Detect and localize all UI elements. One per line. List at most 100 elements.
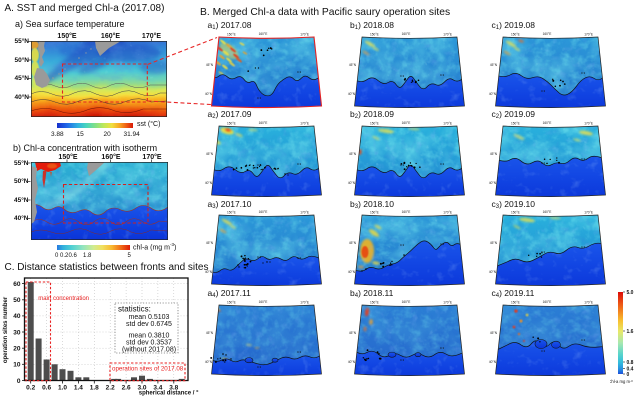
svg-text:160°E: 160°E — [401, 121, 410, 125]
svg-text:40°N: 40°N — [347, 181, 355, 185]
svg-text:150°E: 150°E — [370, 32, 379, 36]
svg-text:statistics:: statistics: — [118, 305, 151, 314]
svg-text:1.0: 1.0 — [58, 385, 67, 392]
svg-text:60: 60 — [13, 281, 21, 288]
svg-text:operation sites number: operation sites number — [3, 296, 9, 363]
svg-text:40°N: 40°N — [489, 92, 497, 96]
svg-text:40°N: 40°N — [347, 360, 355, 364]
svg-text:0.3: 0.3 — [297, 70, 302, 74]
svg-text:1.8: 1.8 — [90, 385, 99, 392]
svg-text:45°N: 45°N — [206, 152, 214, 156]
svg-text:0.3: 0.3 — [581, 338, 586, 342]
svg-text:0.3: 0.3 — [581, 157, 586, 161]
svg-text:170°E: 170°E — [443, 300, 452, 304]
svg-text:45°N: 45°N — [490, 63, 498, 67]
svg-text:0.6: 0.6 — [42, 385, 51, 392]
svg-text:40: 40 — [13, 313, 21, 320]
svg-text:150°E: 150°E — [227, 211, 236, 215]
svg-text:160°E: 160°E — [401, 300, 410, 304]
svg-text:std dev 0.6745: std dev 0.6745 — [126, 321, 172, 328]
svg-text:std dev 0.3537: std dev 0.3537 — [126, 340, 172, 347]
svg-text:150°E: 150°E — [370, 121, 379, 125]
svg-text:0.3: 0.3 — [440, 242, 445, 246]
svg-text:mean 0.5103: mean 0.5103 — [129, 314, 170, 321]
svg-text:150°E: 150°E — [511, 211, 520, 215]
svg-text:Chl-a mg m-3: Chl-a mg m-3 — [610, 379, 633, 384]
svg-text:45°N: 45°N — [490, 331, 498, 335]
svg-text:0.3: 0.3 — [257, 96, 262, 100]
svg-text:0: 0 — [17, 378, 21, 385]
svg-text:0.3: 0.3 — [400, 163, 405, 167]
svg-text:170°E: 170°E — [300, 32, 309, 36]
svg-text:(without 2017.08): (without 2017.08) — [122, 347, 176, 354]
svg-text:150°E: 150°E — [511, 300, 520, 304]
svg-text:160°E: 160°E — [543, 32, 552, 36]
svg-text:160°E: 160°E — [401, 32, 410, 36]
svg-text:160°E: 160°E — [543, 300, 552, 304]
svg-text:1.6: 1.6 — [627, 329, 634, 335]
svg-text:150°E: 150°E — [227, 32, 236, 36]
svg-text:main concentration: main concentration — [38, 296, 89, 302]
svg-text:3.8: 3.8 — [169, 385, 178, 392]
svg-text:45°N: 45°N — [206, 331, 214, 335]
svg-text:40°N: 40°N — [347, 92, 355, 96]
svg-text:0.3: 0.3 — [257, 365, 262, 369]
svg-text:1.4: 1.4 — [74, 385, 83, 392]
svg-text:160°E: 160°E — [543, 210, 552, 214]
svg-text:0.3: 0.3 — [581, 71, 586, 75]
svg-text:2.6: 2.6 — [122, 385, 131, 392]
svg-text:0.3: 0.3 — [541, 161, 546, 165]
svg-text:40°N: 40°N — [489, 181, 497, 185]
svg-text:40°N: 40°N — [205, 92, 213, 96]
svg-text:2.2: 2.2 — [106, 385, 115, 392]
svg-text:0.3: 0.3 — [257, 255, 262, 259]
svg-text:150°E: 150°E — [370, 211, 379, 215]
svg-text:20: 20 — [13, 346, 21, 353]
svg-text:150°E: 150°E — [227, 121, 236, 125]
svg-text:170°E: 170°E — [443, 211, 452, 215]
svg-text:0.3: 0.3 — [541, 89, 546, 93]
svg-text:45°N: 45°N — [348, 152, 356, 156]
svg-text:160°E: 160°E — [401, 210, 410, 214]
svg-text:0.3: 0.3 — [297, 256, 302, 260]
svg-text:45°N: 45°N — [206, 241, 214, 245]
svg-text:0.3: 0.3 — [400, 74, 405, 78]
svg-text:40°N: 40°N — [347, 270, 355, 274]
svg-text:45°N: 45°N — [490, 241, 498, 245]
svg-text:0.3: 0.3 — [297, 350, 302, 354]
svg-text:40°N: 40°N — [489, 360, 497, 364]
svg-text:170°E: 170°E — [300, 211, 309, 215]
svg-text:0.3: 0.3 — [440, 346, 445, 350]
svg-text:0.3: 0.3 — [297, 162, 302, 166]
svg-text:3.0: 3.0 — [137, 385, 146, 392]
svg-text:50: 50 — [13, 297, 21, 304]
svg-text:150°E: 150°E — [370, 300, 379, 304]
svg-text:0: 0 — [627, 372, 630, 378]
svg-text:170°E: 170°E — [443, 32, 452, 36]
svg-text:170°E: 170°E — [584, 211, 593, 215]
svg-text:0.3: 0.3 — [257, 163, 262, 167]
svg-text:160°E: 160°E — [543, 121, 552, 125]
svg-text:160°E: 160°E — [259, 32, 268, 36]
svg-text:0.3: 0.3 — [581, 245, 586, 249]
svg-text:0.3: 0.3 — [541, 250, 546, 254]
svg-text:160°E: 160°E — [259, 121, 268, 125]
svg-text:40°N: 40°N — [205, 270, 213, 274]
svg-text:45°N: 45°N — [348, 331, 356, 335]
svg-text:40°N: 40°N — [489, 270, 497, 274]
svg-text:0.3: 0.3 — [440, 162, 445, 166]
svg-text:30: 30 — [13, 329, 21, 336]
svg-text:3.4: 3.4 — [153, 385, 162, 392]
svg-text:170°E: 170°E — [443, 121, 452, 125]
svg-text:45°N: 45°N — [490, 152, 498, 156]
svg-text:0.3: 0.3 — [400, 243, 405, 247]
svg-text:170°E: 170°E — [300, 300, 309, 304]
svg-text:150°E: 150°E — [511, 121, 520, 125]
svg-text:160°E: 160°E — [259, 210, 268, 214]
svg-text:0.8: 0.8 — [627, 360, 634, 366]
svg-text:45°N: 45°N — [348, 241, 356, 245]
svg-text:mean 0.3810: mean 0.3810 — [129, 333, 170, 340]
svg-text:170°E: 170°E — [584, 300, 593, 304]
svg-text:40°N: 40°N — [205, 181, 213, 185]
svg-text:40°N: 40°N — [205, 360, 213, 364]
